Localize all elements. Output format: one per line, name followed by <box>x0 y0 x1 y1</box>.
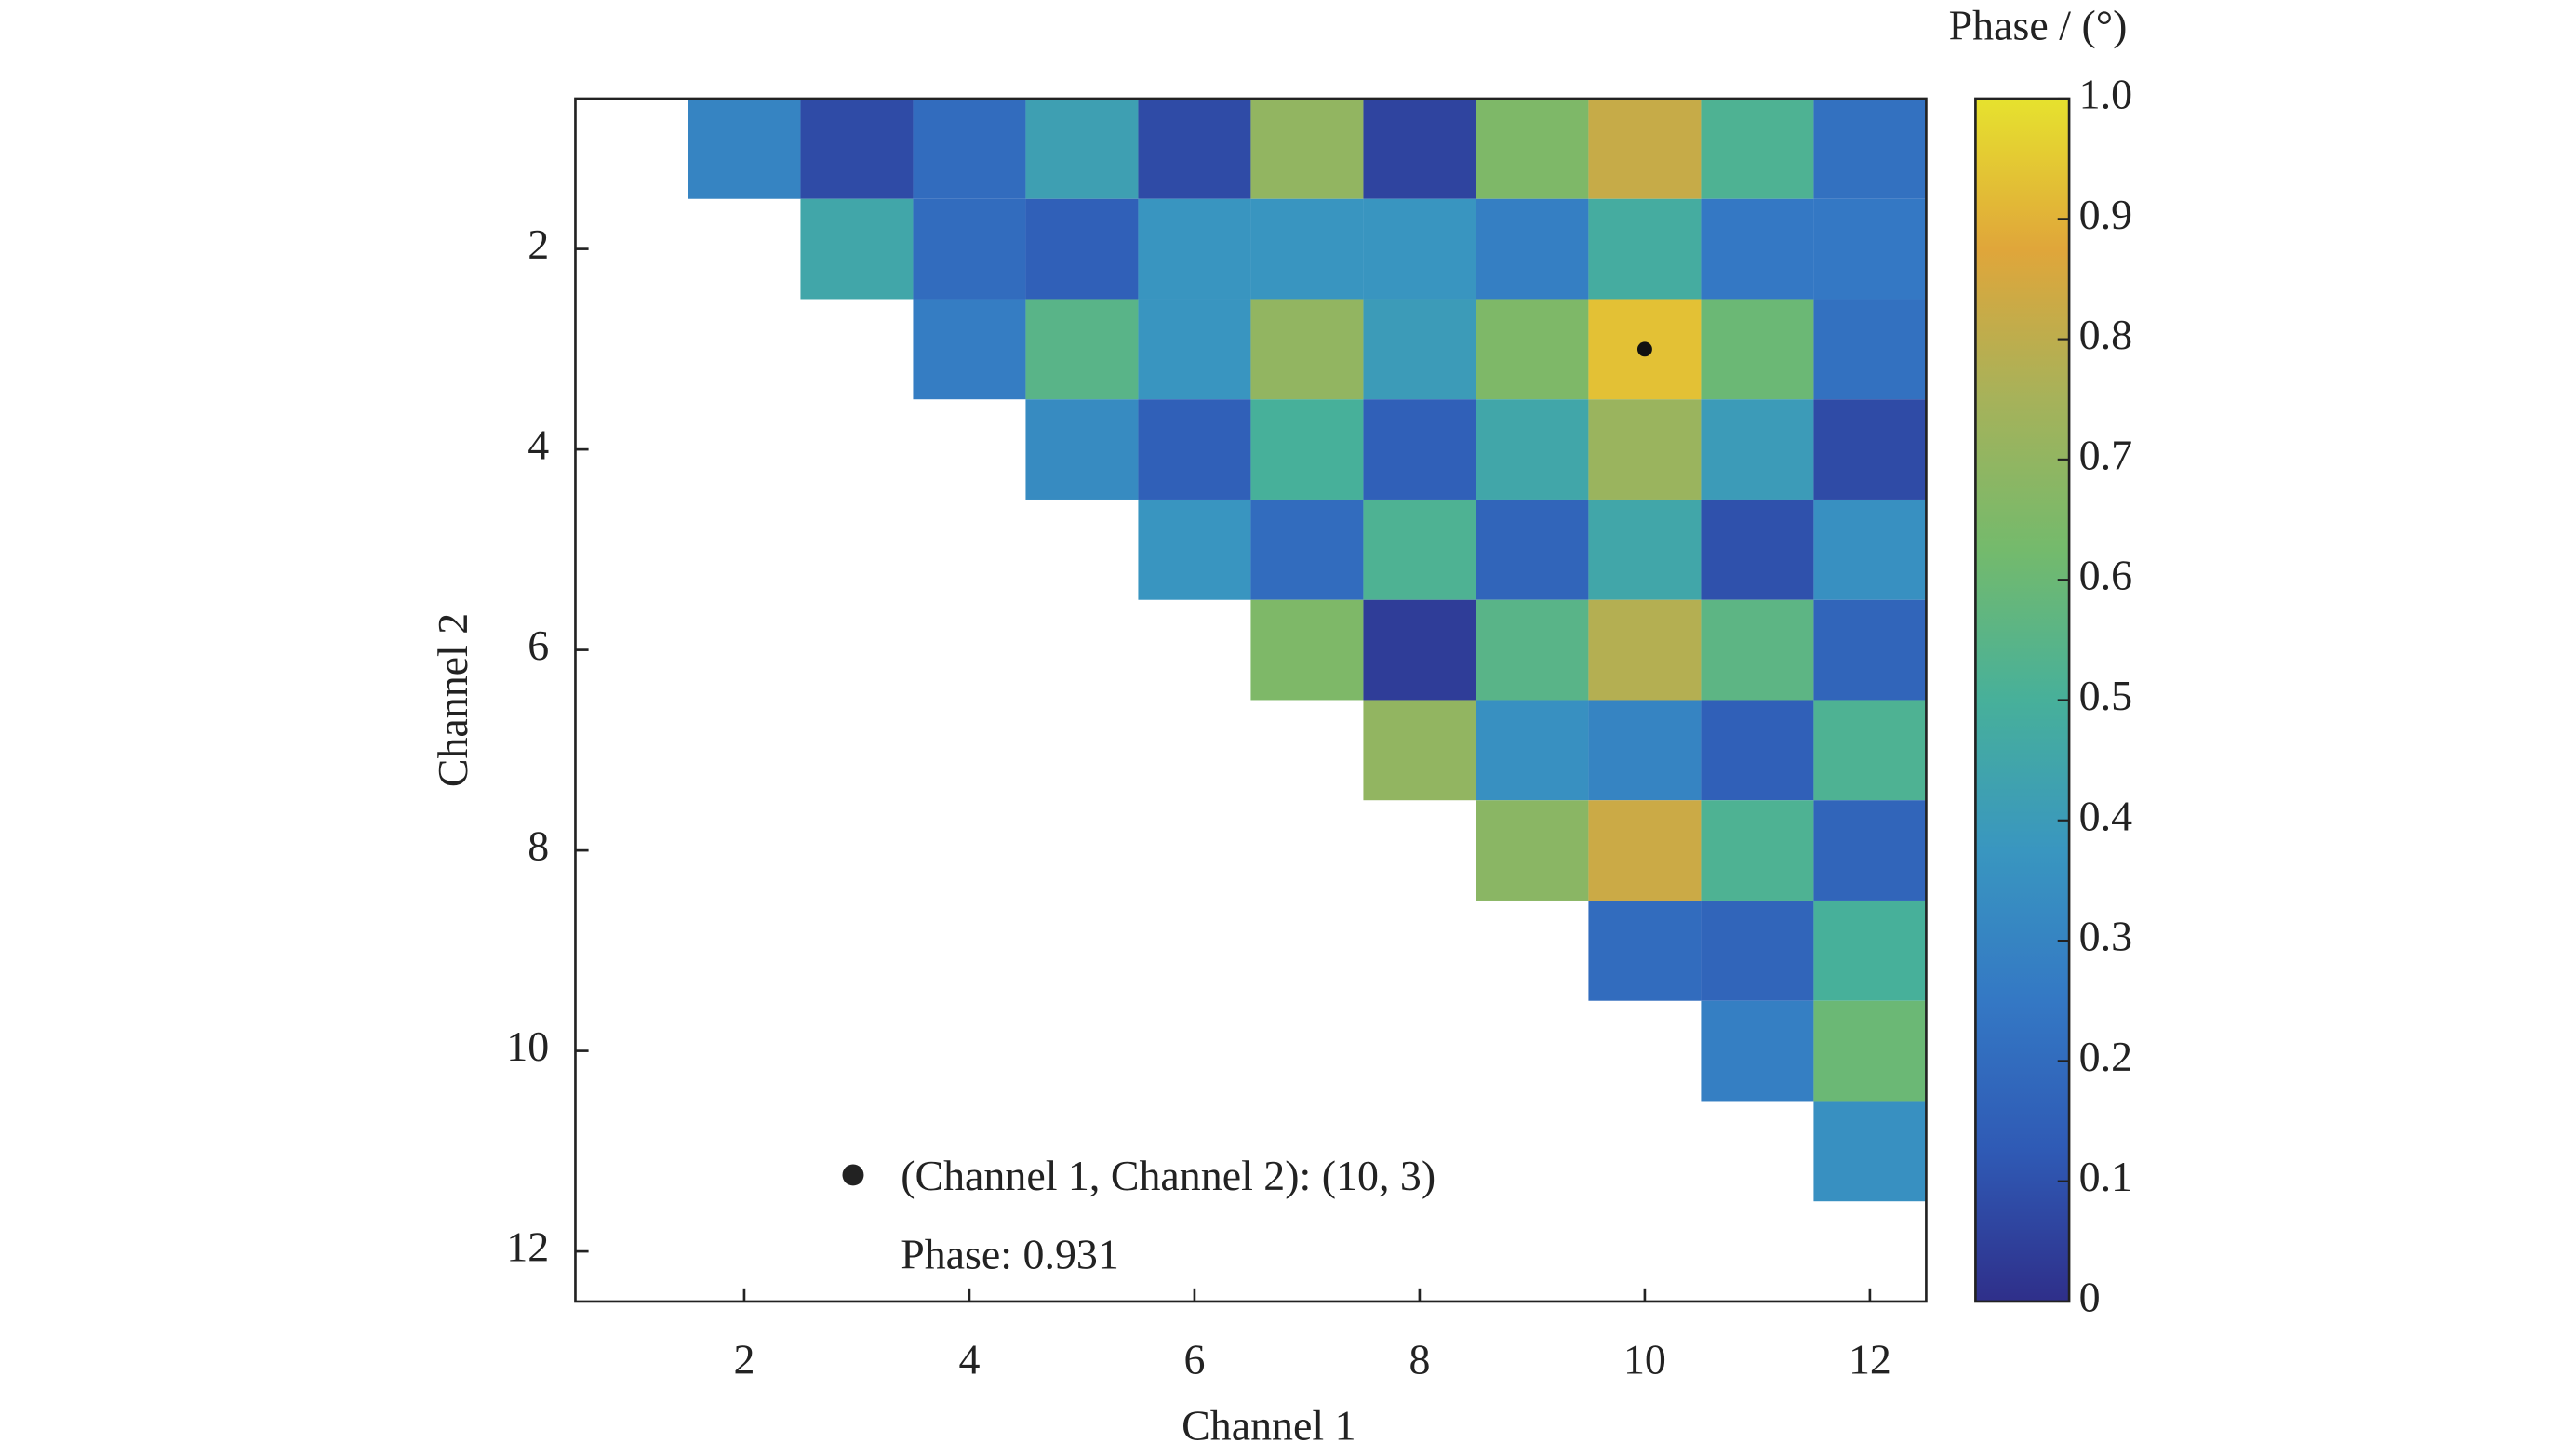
heatmap-cell <box>800 198 914 300</box>
y-axis-label: Channel 2 <box>429 613 476 787</box>
colorbar-tick-label: 0.6 <box>2079 552 2132 599</box>
heatmap-cell <box>913 299 1026 400</box>
colorbar-tick-label: 1.0 <box>2079 71 2132 118</box>
heatmap-cell <box>1813 299 1927 400</box>
colorbar-tick-label: 0.2 <box>2079 1033 2132 1080</box>
heatmap-cell <box>1588 198 1702 300</box>
heatmap-cell <box>1025 299 1139 400</box>
datatip-text: Phase: 0.931 <box>901 1231 1119 1278</box>
x-axis-label: Channel 1 <box>1182 1401 1355 1449</box>
colorbar-tick-label: 0.1 <box>2079 1153 2132 1200</box>
heatmap-cell <box>1363 198 1476 300</box>
colorbar-tick-label: 0.3 <box>2079 913 2132 960</box>
heatmap-cell <box>1701 499 1814 600</box>
heatmap-cell <box>1588 700 1702 801</box>
heatmap-cell <box>1701 800 1814 901</box>
heatmap-cell <box>1588 900 1702 1001</box>
heatmap-cell <box>1138 399 1251 500</box>
datatip-marker <box>1636 341 1652 357</box>
heatmap-cell <box>1813 1000 1927 1102</box>
x-tick-label: 6 <box>1183 1336 1205 1383</box>
heatmap-cell <box>1813 499 1927 600</box>
x-tick-label: 12 <box>1849 1336 1891 1383</box>
heatmap-cell <box>1250 299 1364 400</box>
colorbar-tick-label: 0.4 <box>2079 792 2132 839</box>
heatmap-cell <box>1813 198 1927 300</box>
heatmap-cell <box>800 98 914 199</box>
heatmap-cell <box>1813 900 1927 1001</box>
x-tick-label: 8 <box>1409 1336 1430 1383</box>
heatmap-cell <box>1476 198 1589 300</box>
heatmap-cell <box>688 98 801 199</box>
heatmap-cell <box>1250 98 1364 199</box>
y-tick-label: 6 <box>527 621 549 669</box>
heatmap-cell <box>1250 198 1364 300</box>
heatmap-cell <box>1588 98 1702 199</box>
heatmap-cell <box>1476 299 1589 400</box>
heatmap-cell <box>1250 599 1364 701</box>
y-tick-label: 2 <box>527 220 549 268</box>
colorbar-tick-label: 0.8 <box>2079 311 2132 358</box>
heatmap-cell <box>1138 98 1251 199</box>
heatmap-cell <box>1588 499 1702 600</box>
heatmap-cell <box>1138 299 1251 400</box>
heatmap-cell <box>1701 399 1814 500</box>
heatmap-cell <box>1701 1000 1814 1102</box>
y-tick-label: 12 <box>506 1223 549 1271</box>
heatmap-cell <box>1701 700 1814 801</box>
colorbar-tick-label: 0.5 <box>2079 672 2132 719</box>
heatmap-cell <box>1363 98 1476 199</box>
heatmap-cell <box>1813 599 1927 701</box>
colorbar <box>1974 97 2071 1303</box>
heatmap-cell <box>913 198 1026 300</box>
heatmap-cell <box>1363 299 1476 400</box>
heatmap-cell <box>1476 599 1589 701</box>
heatmap-cell <box>1701 98 1814 199</box>
heatmap-cell <box>1025 198 1139 300</box>
heatmap-cell <box>1250 399 1364 500</box>
heatmap-cell <box>1476 700 1589 801</box>
colorbar-tick-label: 0.9 <box>2079 191 2132 238</box>
colorbar-tick-label: 0.7 <box>2079 431 2132 478</box>
y-tick-label: 4 <box>527 421 549 469</box>
heatmap-cell <box>1363 499 1476 600</box>
heatmap-cell <box>1025 399 1139 500</box>
x-tick-label: 2 <box>733 1336 755 1383</box>
colorbar-label: Phase / (°) <box>1949 1 2128 48</box>
heatmap-cell <box>1813 700 1927 801</box>
heatmap-cell <box>1363 399 1476 500</box>
heatmap-cell <box>1138 198 1251 300</box>
heatmap-cell <box>1025 98 1139 199</box>
heatmap-cell <box>1701 599 1814 701</box>
heatmap-cell <box>1476 98 1589 199</box>
heatmap-cell <box>1363 599 1476 701</box>
y-tick-label: 8 <box>527 822 549 870</box>
heatmap-cell <box>1476 399 1589 500</box>
plot-frame <box>574 97 1928 1303</box>
heatmap-cell <box>1588 800 1702 901</box>
heatmap-cell <box>1701 299 1814 400</box>
heatmap-cell <box>1813 1101 1927 1202</box>
colorbar-tick-label: 0 <box>2079 1273 2101 1320</box>
datatip-bullet <box>842 1164 864 1186</box>
heatmap-cell <box>1588 599 1702 701</box>
y-tick-label: 10 <box>506 1022 549 1070</box>
heatmap-cell <box>1476 800 1589 901</box>
heatmap-cell <box>1813 98 1927 199</box>
heatmap-cell <box>1813 399 1927 500</box>
heatmap-cell <box>913 98 1026 199</box>
heatmap-cell <box>1701 900 1814 1001</box>
x-tick-label: 4 <box>958 1336 980 1383</box>
heatmap-cell <box>1813 800 1927 901</box>
heatmap-cell <box>1138 499 1251 600</box>
heatmap-cell <box>1476 499 1589 600</box>
heatmap-cell <box>1588 399 1702 500</box>
heatmap-cell <box>1250 499 1364 600</box>
heatmap-cell <box>1701 198 1814 300</box>
datatip-text: (Channel 1, Channel 2): (10, 3) <box>901 1152 1436 1199</box>
heatmap-cell <box>1363 700 1476 801</box>
x-tick-label: 10 <box>1623 1336 1666 1383</box>
